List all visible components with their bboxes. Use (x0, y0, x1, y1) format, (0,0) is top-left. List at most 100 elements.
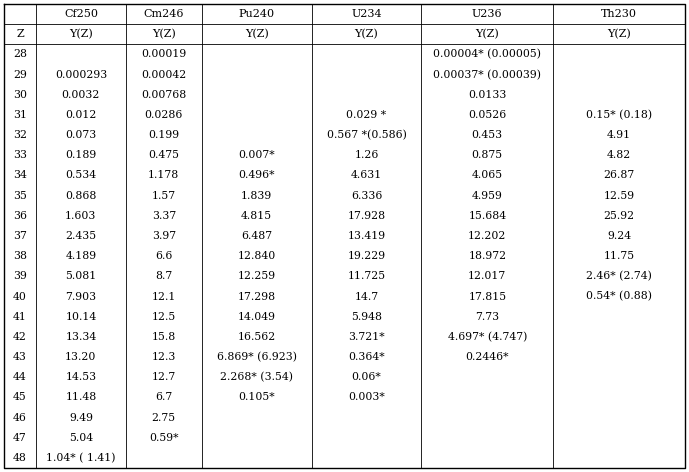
Text: 0.59*: 0.59* (149, 433, 178, 443)
Text: 6.6: 6.6 (155, 251, 172, 261)
Text: 14.7: 14.7 (354, 292, 378, 302)
Text: 5.948: 5.948 (351, 312, 382, 322)
Text: 4.91: 4.91 (607, 130, 631, 140)
Text: 0.00042: 0.00042 (141, 69, 187, 80)
Text: 0.875: 0.875 (472, 150, 503, 160)
Text: 18.972: 18.972 (469, 251, 506, 261)
Text: 26.87: 26.87 (604, 170, 635, 180)
Text: 4.82: 4.82 (607, 150, 631, 160)
Text: 4.815: 4.815 (241, 211, 272, 221)
Text: 1.178: 1.178 (148, 170, 179, 180)
Text: U234: U234 (351, 9, 382, 19)
Text: 39: 39 (13, 271, 27, 281)
Text: 0.567 *(0.586): 0.567 *(0.586) (327, 130, 407, 140)
Text: 11.48: 11.48 (65, 392, 96, 403)
Text: 6.487: 6.487 (241, 231, 272, 241)
Text: 6.336: 6.336 (351, 191, 382, 201)
Text: 2.268* (3.54): 2.268* (3.54) (220, 372, 293, 382)
Text: 14.049: 14.049 (238, 312, 276, 322)
Text: 12.59: 12.59 (604, 191, 635, 201)
Text: 8.7: 8.7 (155, 271, 172, 281)
Text: 13.34: 13.34 (65, 332, 96, 342)
Text: 13.419: 13.419 (347, 231, 386, 241)
Text: 0.15* (0.18): 0.15* (0.18) (586, 110, 652, 120)
Text: 5.081: 5.081 (65, 271, 96, 281)
Text: 0.029 *: 0.029 * (347, 110, 387, 120)
Text: 0.00019: 0.00019 (141, 50, 187, 59)
Text: 6.7: 6.7 (155, 392, 172, 403)
Text: 30: 30 (13, 90, 27, 100)
Text: 17.928: 17.928 (347, 211, 386, 221)
Text: 4.189: 4.189 (65, 251, 96, 261)
Text: U236: U236 (472, 9, 502, 19)
Text: 33: 33 (13, 150, 27, 160)
Text: 12.1: 12.1 (152, 292, 176, 302)
Text: 12.259: 12.259 (238, 271, 276, 281)
Text: 5.04: 5.04 (69, 433, 93, 443)
Text: 48: 48 (13, 453, 27, 463)
Text: 0.00004* (0.00005): 0.00004* (0.00005) (433, 49, 542, 59)
Text: 12.017: 12.017 (468, 271, 506, 281)
Text: 12.202: 12.202 (468, 231, 506, 241)
Text: 12.3: 12.3 (152, 352, 176, 362)
Text: 45: 45 (13, 392, 27, 403)
Text: 35: 35 (13, 191, 27, 201)
Text: 6.869* (6.923): 6.869* (6.923) (216, 352, 297, 362)
Text: 11.75: 11.75 (604, 251, 635, 261)
Text: 36: 36 (13, 211, 27, 221)
Text: 0.06*: 0.06* (351, 372, 381, 382)
Text: Cf250: Cf250 (64, 9, 98, 19)
Text: 7.903: 7.903 (65, 292, 96, 302)
Text: 10.14: 10.14 (65, 312, 96, 322)
Text: 9.24: 9.24 (607, 231, 631, 241)
Text: 4.065: 4.065 (472, 170, 503, 180)
Text: 34: 34 (13, 170, 27, 180)
Text: 0.105*: 0.105* (238, 392, 275, 403)
Text: 0.012: 0.012 (65, 110, 96, 120)
Text: 0.868: 0.868 (65, 191, 96, 201)
Text: 41: 41 (13, 312, 27, 322)
Text: 3.721*: 3.721* (348, 332, 384, 342)
Text: 0.475: 0.475 (148, 150, 179, 160)
Text: Y(Z): Y(Z) (475, 29, 499, 40)
Text: 0.0286: 0.0286 (145, 110, 183, 120)
Text: Cm246: Cm246 (143, 9, 184, 19)
Text: 0.000293: 0.000293 (54, 69, 107, 80)
Text: 0.073: 0.073 (65, 130, 96, 140)
Text: 0.003*: 0.003* (348, 392, 385, 403)
Text: 0.007*: 0.007* (238, 150, 275, 160)
Text: 28: 28 (13, 50, 27, 59)
Text: 0.00037* (0.00039): 0.00037* (0.00039) (433, 69, 542, 80)
Text: Z: Z (16, 29, 24, 39)
Text: 16.562: 16.562 (238, 332, 276, 342)
Text: 1.603: 1.603 (65, 211, 96, 221)
Text: 4.631: 4.631 (351, 170, 382, 180)
Text: 15.8: 15.8 (152, 332, 176, 342)
Text: 0.496*: 0.496* (238, 170, 275, 180)
Text: 0.00768: 0.00768 (141, 90, 187, 100)
Text: 46: 46 (13, 413, 27, 422)
Text: 1.26: 1.26 (354, 150, 379, 160)
Text: Y(Z): Y(Z) (355, 29, 378, 40)
Text: 42: 42 (13, 332, 27, 342)
Text: 0.189: 0.189 (65, 150, 96, 160)
Text: 1.57: 1.57 (152, 191, 176, 201)
Text: 47: 47 (13, 433, 27, 443)
Text: Pu240: Pu240 (238, 9, 275, 19)
Text: 0.0526: 0.0526 (468, 110, 506, 120)
Text: 17.298: 17.298 (238, 292, 276, 302)
Text: 0.0032: 0.0032 (62, 90, 100, 100)
Text: Y(Z): Y(Z) (69, 29, 93, 40)
Text: Y(Z): Y(Z) (152, 29, 176, 40)
Text: 1.839: 1.839 (241, 191, 272, 201)
Text: 14.53: 14.53 (65, 372, 96, 382)
Text: 0.2446*: 0.2446* (466, 352, 509, 362)
Text: 2.46* (2.74): 2.46* (2.74) (586, 271, 652, 281)
Text: 13.20: 13.20 (65, 352, 96, 362)
Text: 17.815: 17.815 (469, 292, 506, 302)
Text: Y(Z): Y(Z) (607, 29, 631, 40)
Text: 0.534: 0.534 (65, 170, 96, 180)
Text: 0.199: 0.199 (148, 130, 179, 140)
Text: 25.92: 25.92 (604, 211, 635, 221)
Text: 12.7: 12.7 (152, 372, 176, 382)
